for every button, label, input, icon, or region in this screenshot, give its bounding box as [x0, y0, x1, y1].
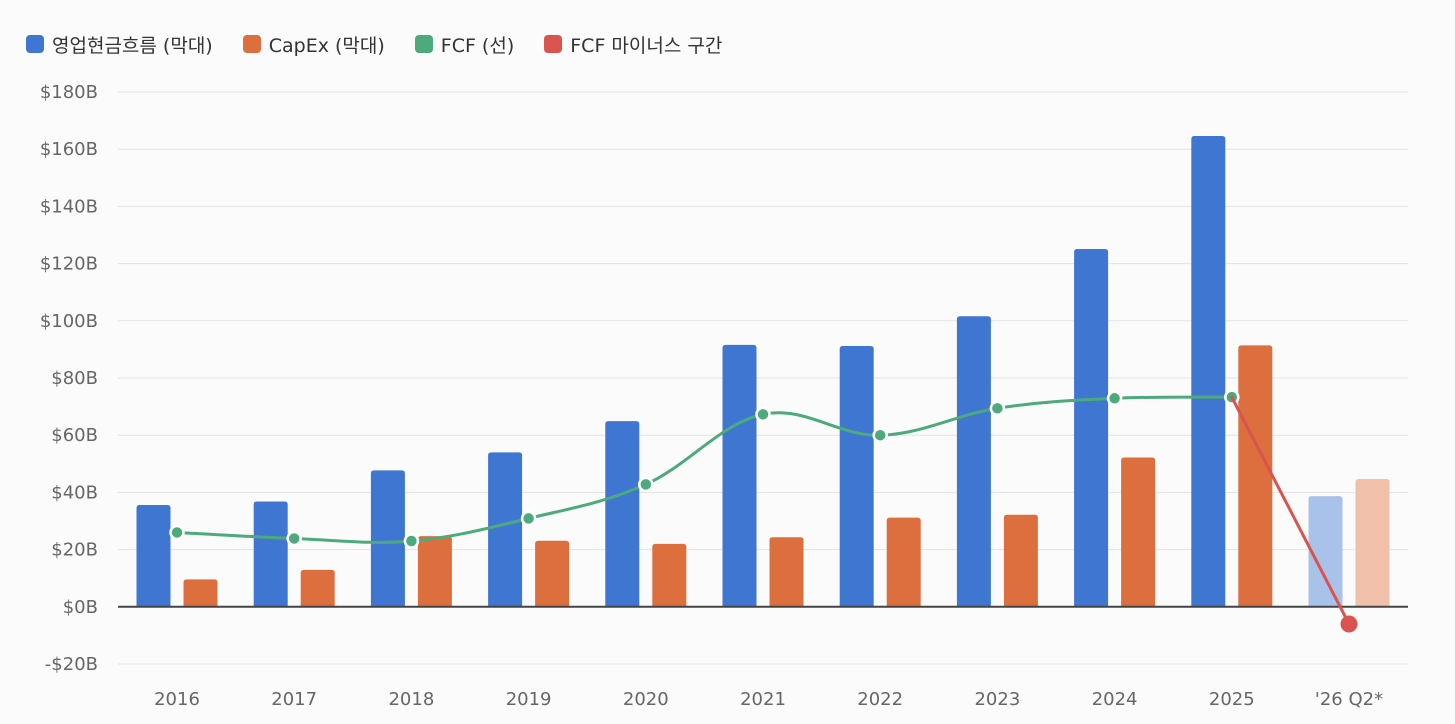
fcf-negative-point: [1340, 615, 1358, 633]
x-tick-label: 2019: [506, 689, 552, 710]
fcf-point: [872, 427, 888, 443]
bars: [136, 136, 1390, 607]
bar-operating-cash-flow: [370, 470, 405, 607]
y-tick-label: $60B: [51, 425, 98, 446]
y-tick-label: $120B: [40, 254, 98, 275]
bar-capex: [1121, 457, 1156, 607]
y-axis-ticks: -$20B $0B $20B $40B $60B $80B $100B $120B $140B $…: [40, 82, 98, 675]
x-tick-label: 2016: [154, 689, 200, 710]
bar-operating-cash-flow: [839, 345, 874, 607]
bar-capex: [1003, 514, 1038, 607]
x-tick-label: 2017: [271, 689, 317, 710]
bar-operating-cash-flow: [1308, 496, 1343, 607]
bar-operating-cash-flow: [605, 421, 640, 607]
y-tick-label: $140B: [40, 196, 98, 217]
bar-capex: [1238, 345, 1273, 607]
y-tick-label: $160B: [40, 139, 98, 160]
bar-capex: [652, 543, 687, 607]
legend-item-fcf-negative[interactable]: FCF 마이너스 구간: [544, 31, 722, 58]
legend-item-fcf[interactable]: FCF (선): [414, 31, 515, 58]
legend-item-operating-cash-flow[interactable]: 영업현금흐름 (막대): [26, 31, 213, 58]
bar-capex: [417, 536, 452, 607]
fcf-point: [989, 400, 1006, 417]
fcf-point: [638, 476, 654, 493]
legend-swatch-fcf-negative: [544, 35, 563, 53]
fcf-point: [403, 533, 420, 549]
x-tick-label: 2018: [388, 689, 434, 710]
legend-swatch-fcf: [414, 35, 433, 53]
bar-capex: [535, 540, 570, 607]
fcf-negative-line: [1230, 395, 1351, 626]
x-tick-label: 2024: [1092, 689, 1138, 710]
lines: [169, 389, 1358, 633]
x-tick-label: 2020: [623, 689, 669, 710]
fcf-line: [175, 395, 1234, 544]
legend-swatch-capex: [242, 35, 261, 53]
legend-item-capex[interactable]: CapEx (막대): [242, 31, 385, 58]
y-tick-label: $100B: [40, 311, 98, 332]
fcf-point: [755, 406, 771, 423]
bar-operating-cash-flow: [722, 344, 757, 607]
x-tick-label: 2022: [857, 689, 903, 710]
chart-legend: 영업현금흐름 (막대) CapEx (막대) FCF (선) FCF 마이너스 …: [26, 30, 722, 58]
bar-operating-cash-flow: [1191, 136, 1226, 607]
x-axis-ticks: 2016 2017 2018 2019 2020 2021 2022 2023 2024 2025…: [154, 689, 1383, 710]
x-tick-label: 2025: [1209, 689, 1255, 710]
bar-operating-cash-flow: [136, 504, 171, 607]
y-tick-label: -$20B: [45, 654, 98, 675]
bar-capex: [300, 569, 335, 607]
bar-capex: [769, 537, 804, 607]
bar-capex: [886, 517, 921, 607]
x-tick-label: '26 Q2*: [1315, 689, 1383, 710]
bar-operating-cash-flow: [956, 316, 991, 607]
y-tick-label: $80B: [51, 368, 98, 389]
y-tick-label: $40B: [51, 482, 98, 503]
bar-operating-cash-flow: [1074, 249, 1109, 607]
bar-capex: [1355, 478, 1390, 607]
fcf-point: [286, 530, 302, 547]
legend-label-fcf: FCF (선): [440, 34, 515, 57]
legend-label-fcf-negative: FCF 마이너스 구간: [570, 34, 723, 57]
legend-label-capex: CapEx (막대): [268, 34, 385, 57]
fcf-point: [169, 524, 185, 541]
bar-operating-cash-flow: [488, 452, 523, 607]
x-tick-label: 2023: [974, 689, 1020, 710]
y-tick-label: $180B: [40, 82, 98, 103]
x-tick-label: 2021: [740, 689, 786, 710]
legend-label-operating-cash-flow: 영업현금흐름 (막대): [52, 34, 213, 57]
bar-operating-cash-flow: [253, 501, 288, 607]
bar-capex: [183, 579, 218, 607]
fcf-point: [520, 510, 537, 527]
legend-swatch-operating-cash-flow: [26, 35, 44, 53]
y-tick-label: $20B: [51, 540, 98, 561]
y-tick-label: $0B: [63, 597, 98, 618]
fcf-point: [1106, 390, 1123, 407]
